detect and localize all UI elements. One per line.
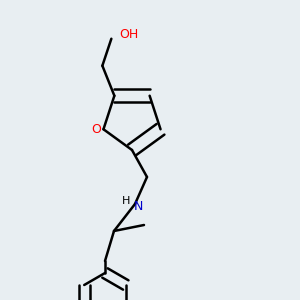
Text: OH: OH — [119, 28, 138, 41]
Text: O: O — [91, 123, 101, 136]
Text: H: H — [122, 196, 130, 206]
Text: N: N — [133, 200, 143, 214]
